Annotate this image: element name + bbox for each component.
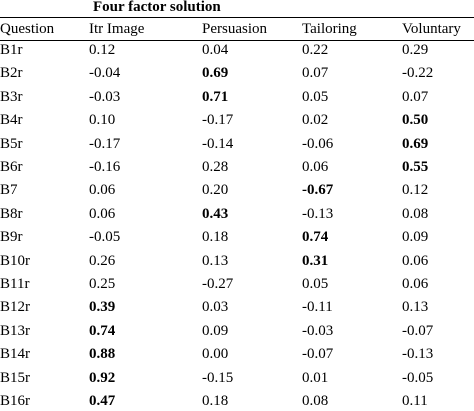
table-cell: 0.08 xyxy=(302,393,329,409)
header-rule xyxy=(0,40,474,41)
table-cell: -0.27 xyxy=(202,276,234,292)
table-cell: 0.39 xyxy=(89,299,116,316)
table-cell: 0.69 xyxy=(202,65,229,82)
column-header: Tailoring xyxy=(302,21,357,37)
table-cell: 0.74 xyxy=(302,229,329,246)
table-cell: 0.08 xyxy=(402,205,429,222)
table-cell: 0.50 xyxy=(402,112,429,129)
row-label: B15r xyxy=(0,369,30,386)
row-label: B13r xyxy=(0,322,30,339)
row-label: B9r xyxy=(0,229,23,246)
table-cell: -0.13 xyxy=(402,346,434,363)
row-label: B5r xyxy=(0,135,23,152)
table-cell: -0.14 xyxy=(202,135,234,152)
table-cell: 0.29 xyxy=(402,42,429,58)
table-cell: -0.03 xyxy=(302,322,334,339)
table-cell: 0.18 xyxy=(202,229,229,246)
table-cell: -0.15 xyxy=(202,369,234,386)
table-cell: 0.88 xyxy=(89,346,116,363)
column-header: Itr Image xyxy=(89,21,145,37)
top-rule xyxy=(0,17,474,18)
table-cell: -0.11 xyxy=(302,299,333,316)
table-cell: 0.10 xyxy=(89,112,116,129)
table-cell: 0.13 xyxy=(402,299,429,316)
row-label: B12r xyxy=(0,299,30,316)
table-cell: -0.07 xyxy=(302,346,334,363)
table-cell: 0.22 xyxy=(302,42,329,58)
table-cell: 0.71 xyxy=(202,88,229,105)
table-cell: 0.06 xyxy=(302,159,329,175)
table-cell: 0.02 xyxy=(302,112,329,129)
table-cell: 0.12 xyxy=(89,42,116,58)
table-cell: -0.03 xyxy=(89,88,121,105)
table-cell: 0.09 xyxy=(202,322,229,339)
table-cell: 0.43 xyxy=(202,205,229,222)
table-cell: 0.55 xyxy=(402,159,429,175)
table-cell: 0.69 xyxy=(402,135,429,152)
row-label: B14r xyxy=(0,346,30,363)
column-header: Question xyxy=(0,21,55,37)
table-cell: -0.07 xyxy=(402,322,434,339)
row-label: B8r xyxy=(0,205,23,222)
table-cell: -0.22 xyxy=(402,65,434,82)
row-label: B6r xyxy=(0,159,23,175)
table-cell: 0.74 xyxy=(89,322,116,339)
table-cell: 0.05 xyxy=(302,88,329,105)
table-cell: -0.67 xyxy=(302,182,334,199)
table-cell: 0.11 xyxy=(402,393,428,409)
row-label: B1r xyxy=(0,42,23,58)
table-cell: 0.28 xyxy=(202,159,229,175)
table-cell: 0.06 xyxy=(402,252,429,269)
table-cell: 0.07 xyxy=(402,88,429,105)
table-cell: -0.05 xyxy=(402,369,434,386)
table-cell: 0.03 xyxy=(202,299,229,316)
row-label: B2r xyxy=(0,65,23,82)
table-cell: -0.06 xyxy=(302,135,334,152)
table-cell: 0.26 xyxy=(89,252,116,269)
table-cell: -0.17 xyxy=(89,135,121,152)
table-cell: 0.20 xyxy=(202,182,229,199)
table-cell: 0.31 xyxy=(302,252,329,269)
table-cell: 0.00 xyxy=(202,346,229,363)
column-header: Persuasion xyxy=(202,21,267,37)
row-label: B7 xyxy=(0,182,18,199)
table-cell: 0.06 xyxy=(89,182,116,199)
row-label: B3r xyxy=(0,88,23,105)
table-cell: -0.13 xyxy=(302,205,334,222)
table-title: Four factor solution xyxy=(93,0,221,15)
row-label: B4r xyxy=(0,112,23,129)
table-cell: 0.47 xyxy=(89,393,116,409)
table-cell: 0.06 xyxy=(402,276,429,292)
table-cell: 0.05 xyxy=(302,276,329,292)
table-cell: 0.25 xyxy=(89,276,116,292)
table-cell: 0.12 xyxy=(402,182,429,199)
table-cell: 0.09 xyxy=(402,229,429,246)
table-cell: 0.13 xyxy=(202,252,229,269)
table-cell: -0.05 xyxy=(89,229,121,246)
row-label: B11r xyxy=(0,276,30,292)
table-cell: 0.04 xyxy=(202,42,229,58)
table-cell: -0.04 xyxy=(89,65,121,82)
table-cell: -0.16 xyxy=(89,159,121,175)
table-cell: 0.01 xyxy=(302,369,329,386)
row-label: B16r xyxy=(0,393,30,409)
row-label: B10r xyxy=(0,252,30,269)
table-cell: 0.06 xyxy=(89,205,116,222)
column-header: Voluntary xyxy=(402,21,461,37)
table-cell: -0.17 xyxy=(202,112,234,129)
table-cell: 0.18 xyxy=(202,393,229,409)
table-cell: 0.92 xyxy=(89,369,116,386)
table-cell: 0.07 xyxy=(302,65,329,82)
